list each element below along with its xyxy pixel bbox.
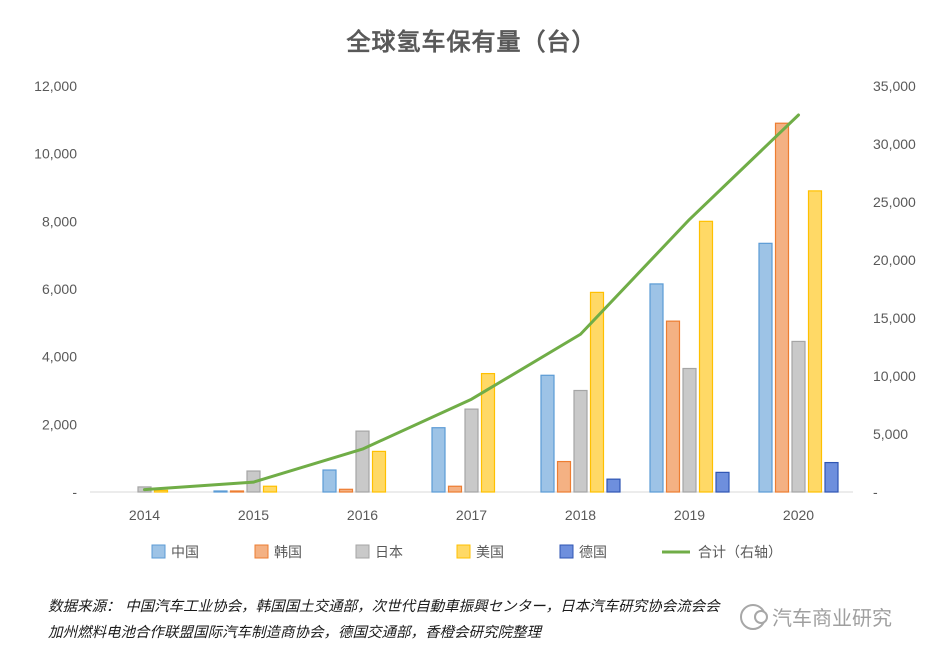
y-tick-label: 10,000 xyxy=(34,146,77,162)
x-tick-label: 2018 xyxy=(565,507,596,523)
legend-label-total: 合计（右轴） xyxy=(698,545,782,561)
legend-swatch-韩国 xyxy=(254,544,269,559)
y2-tick-label: - xyxy=(873,484,878,500)
bar-中国-2017 xyxy=(431,427,446,493)
left-axis: - 2,000 4,000 6,000 8,000 10,000 12,000 xyxy=(34,78,77,500)
bar-中国-2015 xyxy=(213,490,228,493)
source-line-2: 加州燃料电池合作联盟国际汽车制造商协会，德国交通部，香橙会研究院整理 xyxy=(48,625,541,641)
bar-德国-2019 xyxy=(715,471,730,493)
bar-美国-2018 xyxy=(589,291,605,493)
y-tick-label: 2,000 xyxy=(42,416,77,432)
legend-label-日本: 日本 xyxy=(375,545,403,561)
legend-swatch-日本 xyxy=(355,544,370,559)
y2-tick-label: 5,000 xyxy=(873,426,908,442)
legend-label-中国: 中国 xyxy=(171,545,199,561)
bar-美国-2020 xyxy=(807,190,823,493)
bar-日本-2020 xyxy=(791,340,806,493)
bar-韩国-2017 xyxy=(447,485,463,493)
legend-swatch-德国 xyxy=(559,544,574,559)
x-tick-label: 2015 xyxy=(238,507,269,523)
y-tick-label: - xyxy=(72,484,77,500)
bar-韩国-2016 xyxy=(338,488,354,493)
bar-美国-2015 xyxy=(262,485,278,493)
wechat-icon xyxy=(740,603,768,630)
bar-美国-2017 xyxy=(480,372,496,493)
x-tick-label: 2014 xyxy=(129,507,160,523)
x-tick-label: 2016 xyxy=(347,507,378,523)
bar-中国-2016 xyxy=(322,469,337,493)
bar-中国-2019 xyxy=(649,283,664,493)
bar-韩国-2015 xyxy=(229,490,245,493)
chart-title: 全球氢车保有量（台） xyxy=(346,27,597,56)
legend-swatch-美国 xyxy=(456,544,471,559)
x-tick-label: 2017 xyxy=(456,507,487,523)
bar-美国-2014 xyxy=(153,489,169,493)
legend-label-德国: 德国 xyxy=(579,545,607,561)
watermark-text: 汽车商业研究 xyxy=(772,606,892,630)
y-tick-label: 8,000 xyxy=(42,213,77,229)
y-tick-label: 6,000 xyxy=(42,281,77,297)
chart-area: - 2,000 4,000 6,000 8,000 10,000 12,000 - 5,000… xyxy=(34,78,916,561)
x-axis: 2014 2015 2016 2017 2018 2019 2020 xyxy=(90,491,853,523)
source-line-1: 数据来源： 中国汽车工业协会，韩国国土交通部，次世代自動車振興センター，日本汽车… xyxy=(48,599,720,615)
legend-label-美国: 美国 xyxy=(476,545,504,561)
y2-tick-label: 35,000 xyxy=(873,78,916,94)
bar-韩国-2020 xyxy=(774,122,790,493)
y2-tick-label: 10,000 xyxy=(873,368,916,384)
bar-日本-2018 xyxy=(573,389,588,493)
bar-美国-2016 xyxy=(371,450,387,493)
bar-中国-2020 xyxy=(758,242,773,493)
y-tick-label: 12,000 xyxy=(34,78,77,94)
y2-tick-label: 20,000 xyxy=(873,252,916,268)
x-tick-label: 2020 xyxy=(783,507,814,523)
source-note: 数据来源： 中国汽车工业协会，韩国国土交通部，次世代自動車振興センター，日本汽车… xyxy=(48,594,928,646)
x-tick-label: 2019 xyxy=(674,507,705,523)
bar-日本-2017 xyxy=(464,408,479,493)
bar-日本-2019 xyxy=(682,367,697,493)
bar-德国-2020 xyxy=(824,461,839,493)
right-axis: - 5,000 10,000 15,000 20,000 25,000 30,000 35,0… xyxy=(873,78,916,500)
watermark: 汽车商业研究 xyxy=(740,602,892,631)
y2-tick-label: 30,000 xyxy=(873,136,916,152)
total-line-path xyxy=(143,113,800,492)
total-line xyxy=(143,113,800,492)
legend-label-韩国: 韩国 xyxy=(274,545,302,561)
legend: 中国 韩国 日本 美国 德国 合计（右轴） xyxy=(151,544,782,561)
bar-中国-2018 xyxy=(540,374,555,493)
y2-tick-label: 15,000 xyxy=(873,310,916,326)
y-tick-label: 4,000 xyxy=(42,349,77,365)
bar-美国-2019 xyxy=(698,220,714,493)
bar-日本-2016 xyxy=(355,430,370,493)
bar-韩国-2018 xyxy=(556,460,572,493)
bar-德国-2018 xyxy=(606,478,621,493)
legend-swatch-中国 xyxy=(151,544,166,559)
y2-tick-label: 25,000 xyxy=(873,194,916,210)
bar-韩国-2019 xyxy=(665,320,681,493)
bars xyxy=(137,122,839,493)
